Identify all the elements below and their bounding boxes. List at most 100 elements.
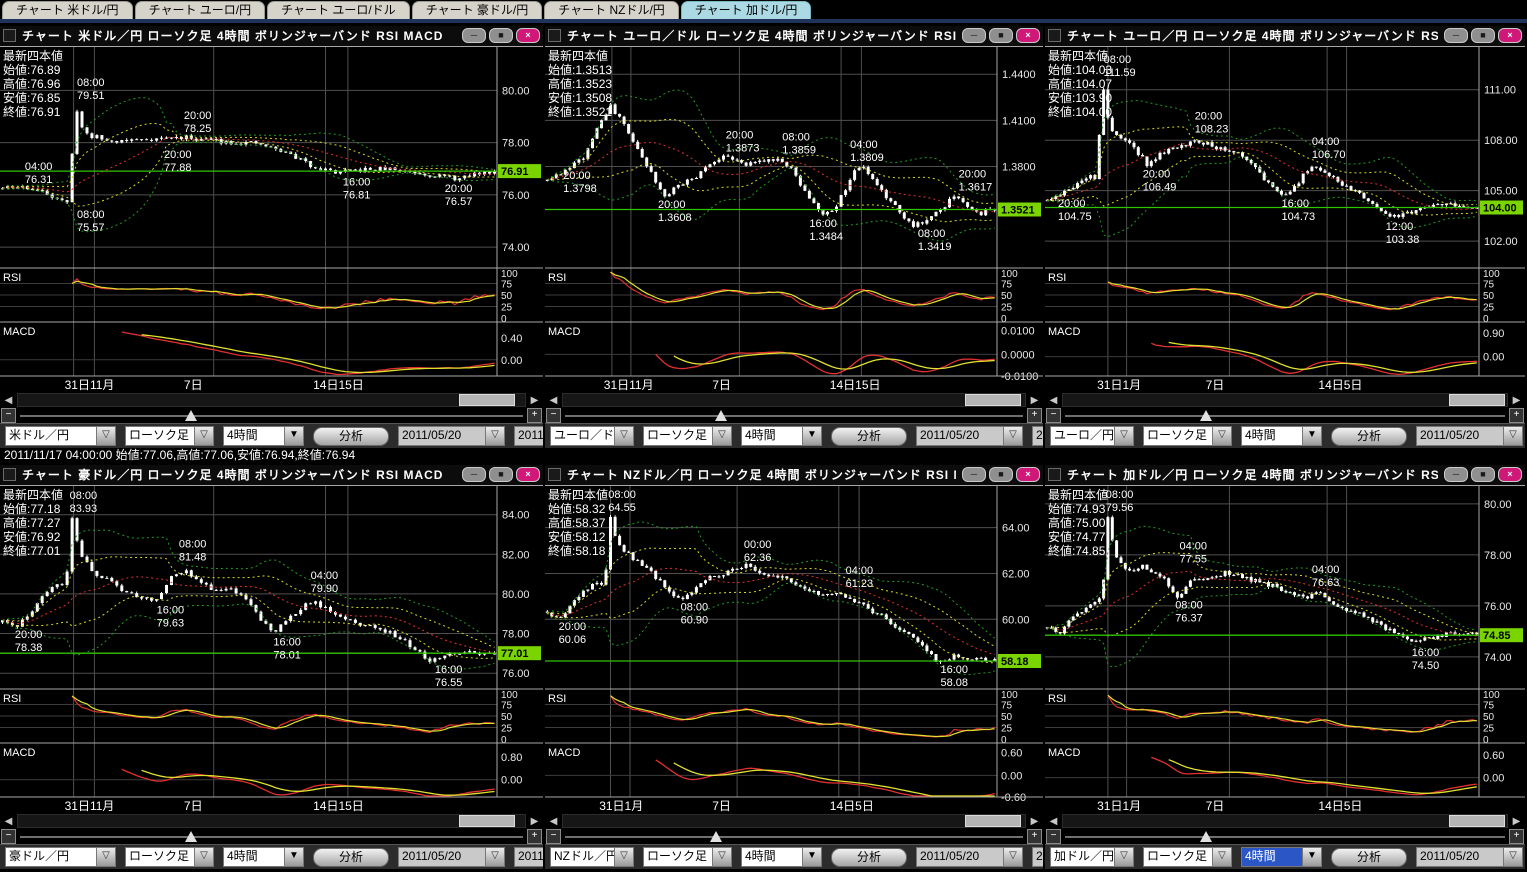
- date-from-select[interactable]: 2011/05/20 ▽: [398, 847, 505, 868]
- pair-select[interactable]: ユーロ／ドル▽: [550, 426, 634, 447]
- analyze-button[interactable]: 分析: [1331, 847, 1407, 867]
- zoom-in-button[interactable]: +: [1027, 408, 1042, 424]
- chevron-down-icon[interactable]: ▽: [1003, 848, 1022, 867]
- chevron-down-icon[interactable]: ▽: [194, 427, 213, 446]
- close-button[interactable]: ×: [1016, 28, 1040, 44]
- scroll-left-arrow-icon[interactable]: ◀: [549, 815, 558, 827]
- zoom-out-button[interactable]: −: [546, 829, 561, 845]
- date-from-select[interactable]: 2011/05/20 ▽: [1416, 426, 1523, 447]
- date-from-select[interactable]: 2011/05/20 ▽: [1416, 847, 1523, 868]
- tab-1[interactable]: チャート ユーロ/円: [134, 1, 266, 19]
- maximize-button[interactable]: ■: [489, 467, 513, 483]
- scrollbar-thumb[interactable]: [1449, 394, 1506, 407]
- maximize-button[interactable]: ■: [1471, 28, 1495, 44]
- analyze-button[interactable]: 分析: [1331, 426, 1407, 446]
- analyze-button[interactable]: 分析: [831, 847, 907, 867]
- scrollbar-track[interactable]: [1062, 814, 1508, 829]
- zoom-out-button[interactable]: −: [1, 408, 16, 424]
- chevron-down-icon[interactable]: ▽: [614, 427, 633, 446]
- maximize-button[interactable]: ■: [489, 28, 513, 44]
- slider-track[interactable]: [20, 829, 523, 844]
- minimize-button[interactable]: ─: [462, 467, 486, 483]
- scrollbar-thumb[interactable]: [964, 394, 1021, 407]
- scroll-left-arrow-icon[interactable]: ◀: [4, 394, 13, 406]
- scroll-right-arrow-icon[interactable]: ▶: [530, 815, 539, 827]
- slider-track[interactable]: [565, 829, 1023, 844]
- tab-2[interactable]: チャート ユーロ/ドル: [267, 1, 410, 19]
- chevron-down-icon[interactable]: ▽: [712, 848, 731, 867]
- maximize-button[interactable]: ■: [989, 28, 1013, 44]
- pair-select[interactable]: NZドル／円 ▽: [550, 847, 634, 868]
- scrollbar-track[interactable]: [562, 814, 1026, 829]
- zoom-in-button[interactable]: +: [1509, 829, 1524, 845]
- chart-type-select[interactable]: ローソク足 ▽: [1143, 426, 1232, 447]
- scrollbar-thumb[interactable]: [459, 394, 516, 407]
- scroll-left-arrow-icon[interactable]: ◀: [1049, 815, 1058, 827]
- chevron-down-icon[interactable]: ▽: [614, 848, 633, 867]
- chevron-down-icon[interactable]: ▽: [1114, 427, 1133, 446]
- close-button[interactable]: ×: [1498, 467, 1522, 483]
- chevron-down-icon[interactable]: ▽: [194, 848, 213, 867]
- scrollbar-thumb[interactable]: [964, 815, 1021, 828]
- date-to-select[interactable]: 2011/11/20▽: [514, 847, 543, 868]
- chevron-down-icon[interactable]: ▽: [485, 848, 504, 867]
- zoom-out-button[interactable]: −: [546, 408, 561, 424]
- minimize-button[interactable]: ─: [962, 467, 986, 483]
- pair-select[interactable]: 米ドル／円 ▽: [5, 426, 116, 447]
- date-to-select[interactable]: 2011/11/20▽: [1032, 426, 1043, 447]
- close-button[interactable]: ×: [1016, 467, 1040, 483]
- chart-type-select[interactable]: ローソク足 ▽: [125, 847, 214, 868]
- zoom-in-button[interactable]: +: [527, 408, 542, 424]
- scroll-left-arrow-icon[interactable]: ◀: [549, 394, 558, 406]
- slider-thumb[interactable]: [185, 831, 198, 843]
- tab-5[interactable]: チャート 加ドル/円: [680, 1, 812, 19]
- date-to-select[interactable]: 2011/11/20▽: [1032, 847, 1043, 868]
- analyze-button[interactable]: 分析: [313, 847, 389, 867]
- zoom-in-button[interactable]: +: [1027, 829, 1042, 845]
- chevron-down-icon[interactable]: ▼: [284, 427, 303, 446]
- chart-type-select[interactable]: ローソク足 ▽: [125, 426, 214, 447]
- chevron-down-icon[interactable]: ▽: [1212, 427, 1231, 446]
- chevron-down-icon[interactable]: ▽: [1114, 848, 1133, 867]
- scrollbar-track[interactable]: [562, 393, 1026, 408]
- chevron-down-icon[interactable]: ▽: [96, 427, 115, 446]
- chart-type-select[interactable]: ローソク足 ▽: [643, 847, 732, 868]
- slider-thumb[interactable]: [710, 831, 723, 843]
- zoom-in-button[interactable]: +: [527, 829, 542, 845]
- scroll-right-arrow-icon[interactable]: ▶: [1512, 815, 1521, 827]
- analyze-button[interactable]: 分析: [313, 426, 389, 446]
- minimize-button[interactable]: ─: [962, 28, 986, 44]
- slider-thumb[interactable]: [714, 410, 727, 422]
- slider-track[interactable]: [565, 408, 1023, 423]
- slider-track[interactable]: [20, 408, 523, 423]
- close-button[interactable]: ×: [516, 28, 540, 44]
- minimize-button[interactable]: ─: [462, 28, 486, 44]
- scroll-right-arrow-icon[interactable]: ▶: [1030, 394, 1039, 406]
- chevron-down-icon[interactable]: ▼: [802, 427, 821, 446]
- scrollbar-track[interactable]: [17, 814, 526, 829]
- scrollbar-track[interactable]: [1062, 393, 1508, 408]
- maximize-button[interactable]: ■: [989, 467, 1013, 483]
- chart-type-select[interactable]: ローソク足 ▽: [643, 426, 732, 447]
- scroll-right-arrow-icon[interactable]: ▶: [1512, 394, 1521, 406]
- date-from-select[interactable]: 2011/05/20 ▽: [916, 847, 1023, 868]
- scrollbar-thumb[interactable]: [459, 815, 516, 828]
- maximize-button[interactable]: ■: [1471, 467, 1495, 483]
- slider-track[interactable]: [1065, 408, 1505, 423]
- period-select[interactable]: 4時間 ▼: [223, 847, 304, 868]
- date-to-select[interactable]: 2011/11/20▽: [514, 426, 543, 447]
- chevron-down-icon[interactable]: ▽: [1003, 427, 1022, 446]
- chevron-down-icon[interactable]: ▽: [712, 427, 731, 446]
- chevron-down-icon[interactable]: ▽: [1212, 848, 1231, 867]
- chevron-down-icon[interactable]: ▽: [1503, 427, 1522, 446]
- period-select[interactable]: 4時間 ▼: [741, 426, 822, 447]
- analyze-button[interactable]: 分析: [831, 426, 907, 446]
- scroll-left-arrow-icon[interactable]: ◀: [4, 815, 13, 827]
- close-button[interactable]: ×: [516, 467, 540, 483]
- chevron-down-icon[interactable]: ▽: [1503, 848, 1522, 867]
- slider-thumb[interactable]: [1199, 831, 1212, 843]
- chevron-down-icon[interactable]: ▼: [284, 848, 303, 867]
- slider-track[interactable]: [1065, 829, 1505, 844]
- scroll-right-arrow-icon[interactable]: ▶: [1030, 815, 1039, 827]
- minimize-button[interactable]: ─: [1444, 28, 1468, 44]
